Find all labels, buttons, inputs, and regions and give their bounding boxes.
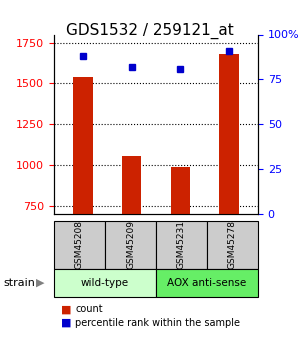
Text: ▶: ▶	[36, 278, 45, 288]
Bar	[74, 77, 93, 214]
Text: GDS1532 / 259121_at: GDS1532 / 259121_at	[66, 22, 234, 39]
Text: GSM45278: GSM45278	[228, 220, 237, 269]
Text: ■: ■	[61, 318, 71, 327]
Text: strain: strain	[3, 278, 35, 288]
Bar	[171, 167, 190, 214]
Text: count: count	[75, 305, 103, 314]
Text: ■: ■	[61, 305, 71, 314]
Bar	[219, 54, 239, 214]
Text: GSM45209: GSM45209	[126, 220, 135, 269]
Text: wild-type: wild-type	[81, 278, 129, 288]
Text: percentile rank within the sample: percentile rank within the sample	[75, 318, 240, 327]
Bar	[122, 156, 141, 214]
Text: GSM45231: GSM45231	[177, 220, 186, 269]
Text: GSM45208: GSM45208	[75, 220, 84, 269]
Text: AOX anti-sense: AOX anti-sense	[167, 278, 247, 288]
